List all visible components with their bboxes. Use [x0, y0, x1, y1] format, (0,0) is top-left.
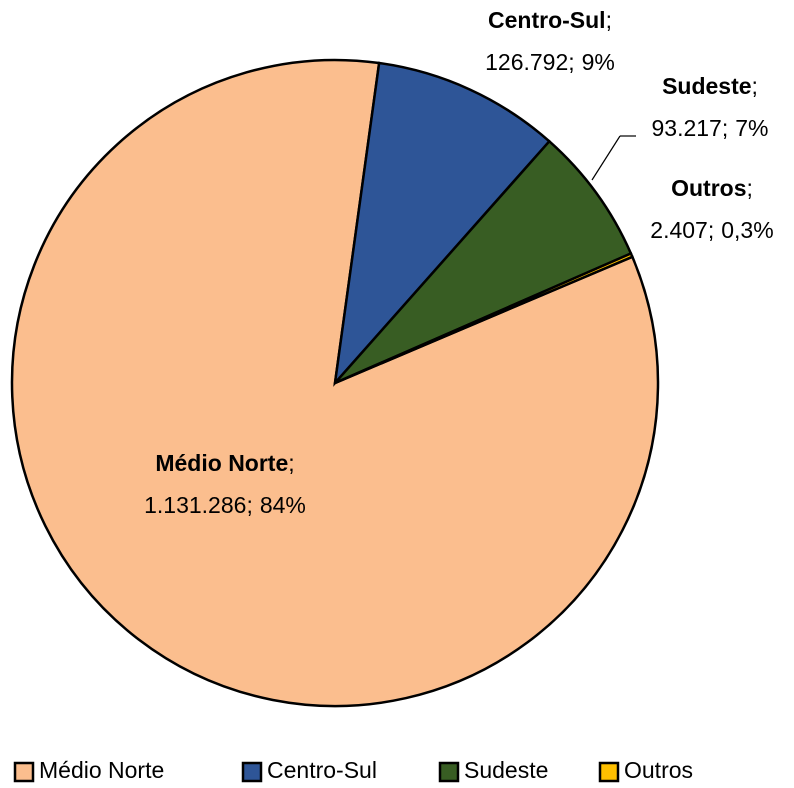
value-label: 126.792	[485, 49, 568, 75]
label-separator: ;	[606, 7, 612, 33]
value-label: 2.407	[650, 217, 708, 243]
legend-swatch	[598, 761, 620, 783]
data-label: 1.131.286; 84%	[144, 492, 306, 518]
percentage-label: 84%	[260, 492, 306, 518]
label-separator: ;	[722, 115, 728, 141]
label-separator: ;	[568, 49, 574, 75]
data-label: Outros;	[671, 175, 753, 201]
legend-swatch	[438, 761, 460, 783]
legend-label: Outros	[624, 757, 693, 783]
legend-swatch	[13, 761, 35, 783]
data-label: 93.217; 7%	[652, 115, 769, 141]
pie-slice	[334, 251, 634, 385]
value-label: 93.217	[652, 115, 722, 141]
pie-slice	[333, 61, 552, 387]
label-separator: ;	[752, 73, 758, 99]
data-label: 2.407; 0,3%	[650, 217, 773, 243]
data-label: Sudeste;	[662, 73, 758, 99]
legend-label: Sudeste	[464, 757, 548, 783]
data-label: Médio Norte;	[155, 450, 294, 476]
label-name: Médio Norte	[155, 450, 288, 476]
legend-label: Médio Norte	[39, 757, 164, 783]
label-separator: ;	[747, 175, 753, 201]
percentage-label: 9%	[582, 49, 615, 75]
leader-line	[591, 135, 621, 181]
label-name: Outros	[671, 175, 746, 201]
legend-swatch	[241, 761, 263, 783]
legend-label: Centro-Sul	[267, 757, 377, 783]
data-label: 126.792; 9%	[485, 49, 615, 75]
label-separator: ;	[288, 450, 294, 476]
data-label: Centro-Sul;	[488, 7, 612, 33]
percentage-label: 0,3%	[721, 217, 773, 243]
label-separator: ;	[246, 492, 252, 518]
label-separator: ;	[708, 217, 714, 243]
percentage-label: 7%	[735, 115, 768, 141]
label-name: Sudeste	[662, 73, 751, 99]
value-label: 1.131.286	[144, 492, 246, 518]
pie-slice	[334, 139, 633, 385]
label-name: Centro-Sul	[488, 7, 606, 33]
